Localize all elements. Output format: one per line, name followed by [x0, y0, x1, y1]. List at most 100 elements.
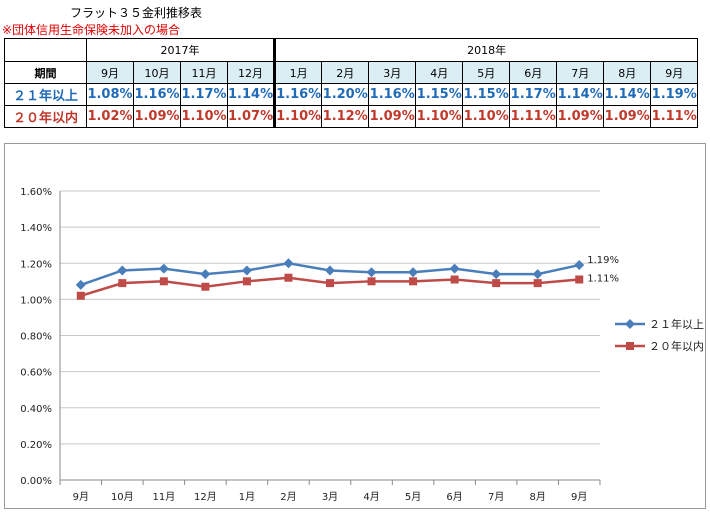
month-header: 7月	[556, 61, 605, 84]
legend-label: ２０年以内	[649, 339, 704, 353]
rate-cell: 1.09%	[133, 105, 181, 128]
x-tick-label: 12月	[194, 491, 217, 503]
data-point	[409, 277, 418, 286]
data-point	[533, 279, 542, 288]
corner-cell	[4, 38, 87, 62]
y-tick-label: 1.00%	[20, 295, 52, 306]
data-point	[367, 277, 376, 286]
y-tick-label: 0.60%	[20, 368, 52, 379]
legend-label: ２１年以上	[649, 317, 704, 331]
month-header: 12月	[226, 61, 276, 84]
month-header: 3月	[368, 61, 417, 84]
rate-cell: 1.10%	[273, 105, 323, 128]
month-header: 10月	[133, 61, 181, 84]
data-point	[366, 267, 377, 278]
table-row: ２１年以上 1.08% 1.16% 1.17% 1.14% 1.16% 1.20…	[4, 83, 699, 106]
data-point	[158, 263, 169, 274]
x-tick-label: 6月	[446, 491, 462, 503]
rate-cell: 1.11%	[509, 105, 558, 128]
data-point	[532, 269, 543, 280]
month-header: 6月	[509, 61, 558, 84]
data-point	[200, 269, 211, 280]
data-point	[325, 265, 335, 276]
data-point	[491, 269, 502, 280]
data-point	[75, 279, 86, 290]
data-point	[575, 275, 584, 284]
x-tick-label: 7月	[488, 491, 504, 503]
rate-cell: 1.08%	[86, 83, 134, 106]
legend-marker	[626, 342, 634, 350]
data-point	[408, 267, 419, 278]
month-header: 9月	[86, 61, 134, 84]
month-header: 11月	[180, 61, 228, 84]
data-point	[241, 265, 252, 276]
data-point	[159, 277, 168, 286]
y-tick-label: 0.40%	[20, 404, 52, 415]
rate-cell: 1.09%	[603, 105, 652, 128]
x-tick-label: 11月	[152, 491, 175, 503]
rate-cell: 1.09%	[556, 105, 605, 128]
y-tick-label: 1.40%	[20, 223, 52, 234]
month-header: 9月	[650, 61, 699, 84]
data-point	[242, 277, 251, 286]
data-point	[284, 273, 293, 282]
table-row: ２０年以内 1.02% 1.09% 1.10% 1.07% 1.10% 1.12…	[4, 105, 699, 128]
year-2018-header: 2018年	[273, 38, 699, 62]
y-tick-label: 0.80%	[20, 332, 52, 343]
data-point	[449, 263, 460, 274]
row-label: ２１年以上	[4, 83, 87, 106]
rate-cell: 1.14%	[603, 83, 652, 106]
x-tick-label: 5月	[405, 491, 421, 503]
rate-cell: 1.16%	[368, 83, 417, 106]
year-2017-header: 2017年	[85, 38, 276, 62]
rate-cell: 1.10%	[180, 105, 228, 128]
data-point	[492, 279, 501, 288]
data-point	[450, 275, 459, 284]
x-tick-label: 2月	[280, 491, 296, 503]
rate-cell: 1.17%	[509, 83, 558, 106]
data-label: 1.19%	[587, 255, 619, 266]
rate-cell: 1.14%	[226, 83, 276, 106]
data-point	[117, 265, 128, 276]
data-point	[76, 291, 85, 300]
month-header: 5月	[462, 61, 511, 84]
rate-cell: 1.15%	[415, 83, 464, 106]
y-tick-label: 1.20%	[20, 259, 52, 270]
rate-cell: 1.09%	[368, 105, 417, 128]
data-label: 1.11%	[587, 274, 619, 285]
x-tick-label: 1月	[239, 491, 255, 503]
month-header: 8月	[603, 61, 652, 84]
data-point	[118, 279, 127, 288]
y-tick-label: 1.60%	[20, 187, 52, 198]
period-label: 期間	[4, 61, 87, 84]
rate-cell: 1.16%	[133, 83, 181, 106]
x-tick-label: 8月	[530, 491, 546, 503]
x-tick-label: 10月	[111, 491, 134, 503]
legend-marker	[625, 319, 635, 329]
rate-cell: 1.07%	[226, 105, 276, 128]
month-header: 1月	[273, 61, 323, 84]
chart-frame: 0.00% 0.20% 0.40% 0.60% 0.80% 1.00% 1.20% 1.40%…	[4, 143, 706, 509]
data-point	[326, 279, 334, 288]
month-header: 4月	[415, 61, 464, 84]
x-tick-label: 9月	[73, 491, 89, 503]
rate-cell: 1.10%	[415, 105, 464, 128]
rate-cell: 1.11%	[650, 105, 699, 128]
rate-cell: 1.12%	[321, 105, 370, 128]
rate-line-chart: 0.00% 0.20% 0.40% 0.60% 0.80% 1.00% 1.20% 1.40%…	[20, 187, 704, 503]
data-point	[283, 258, 294, 269]
y-tick-label: 0.20%	[20, 440, 52, 451]
rate-cell: 1.19%	[650, 83, 699, 106]
rate-cell: 1.10%	[462, 105, 511, 128]
y-tick-label: 0.00%	[20, 476, 52, 487]
condition-note: ※団体信用生命保険未加入の場合	[2, 23, 181, 37]
x-tick-label: 4月	[363, 491, 379, 503]
rate-table: 2017年 2018年 期間 9月 10月 11月 12月 1月 2月 3月 4…	[4, 38, 699, 128]
rate-cell: 1.17%	[180, 83, 228, 106]
data-point	[201, 282, 210, 291]
data-point	[574, 260, 585, 271]
rate-cell: 1.15%	[462, 83, 511, 106]
rate-cell: 1.16%	[273, 83, 323, 106]
rate-cell: 1.20%	[321, 83, 370, 106]
rate-cell: 1.02%	[86, 105, 134, 128]
